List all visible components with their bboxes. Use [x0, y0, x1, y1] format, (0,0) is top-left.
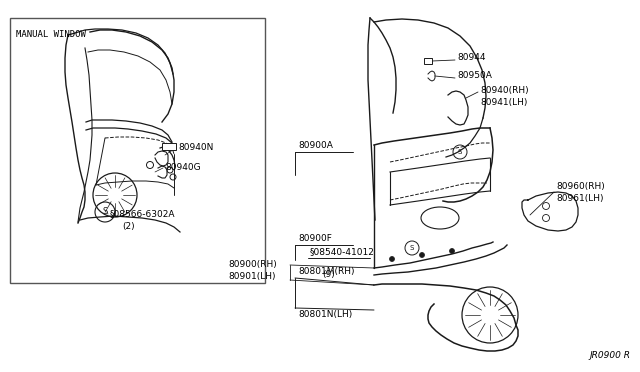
Text: S: S	[458, 149, 462, 155]
Text: S: S	[102, 208, 108, 217]
Text: 80950A: 80950A	[457, 71, 492, 80]
Text: 80944: 80944	[457, 52, 486, 61]
Text: 80801M(RH): 80801M(RH)	[298, 267, 355, 276]
Text: S: S	[410, 245, 414, 251]
Text: 80900(RH): 80900(RH)	[228, 260, 276, 269]
Text: JR0900 R: JR0900 R	[589, 351, 630, 360]
Text: 80900F: 80900F	[298, 234, 332, 243]
Bar	[10, 18, 265, 283]
Text: 80901(LH): 80901(LH)	[228, 272, 275, 281]
Text: 80940N: 80940N	[178, 144, 213, 153]
Text: 80961(LH): 80961(LH)	[556, 193, 604, 202]
Bar	[162, 143, 176, 150]
Text: 80900A: 80900A	[298, 141, 333, 150]
Circle shape	[449, 248, 454, 253]
Text: 80940(RH): 80940(RH)	[480, 86, 529, 94]
Text: 80801N(LH): 80801N(LH)	[298, 310, 352, 319]
Text: 80960(RH): 80960(RH)	[556, 182, 605, 190]
Text: 80940G: 80940G	[165, 164, 200, 173]
Text: MANUAL WINDOW: MANUAL WINDOW	[16, 30, 86, 39]
Text: (2): (2)	[122, 221, 134, 231]
Circle shape	[390, 257, 394, 262]
Bar	[424, 58, 432, 64]
Text: §08540-41012: §08540-41012	[310, 247, 375, 256]
Text: §08566-6302A: §08566-6302A	[110, 209, 175, 218]
Text: (9): (9)	[322, 270, 335, 279]
Circle shape	[419, 253, 424, 257]
Text: 80941(LH): 80941(LH)	[480, 97, 527, 106]
